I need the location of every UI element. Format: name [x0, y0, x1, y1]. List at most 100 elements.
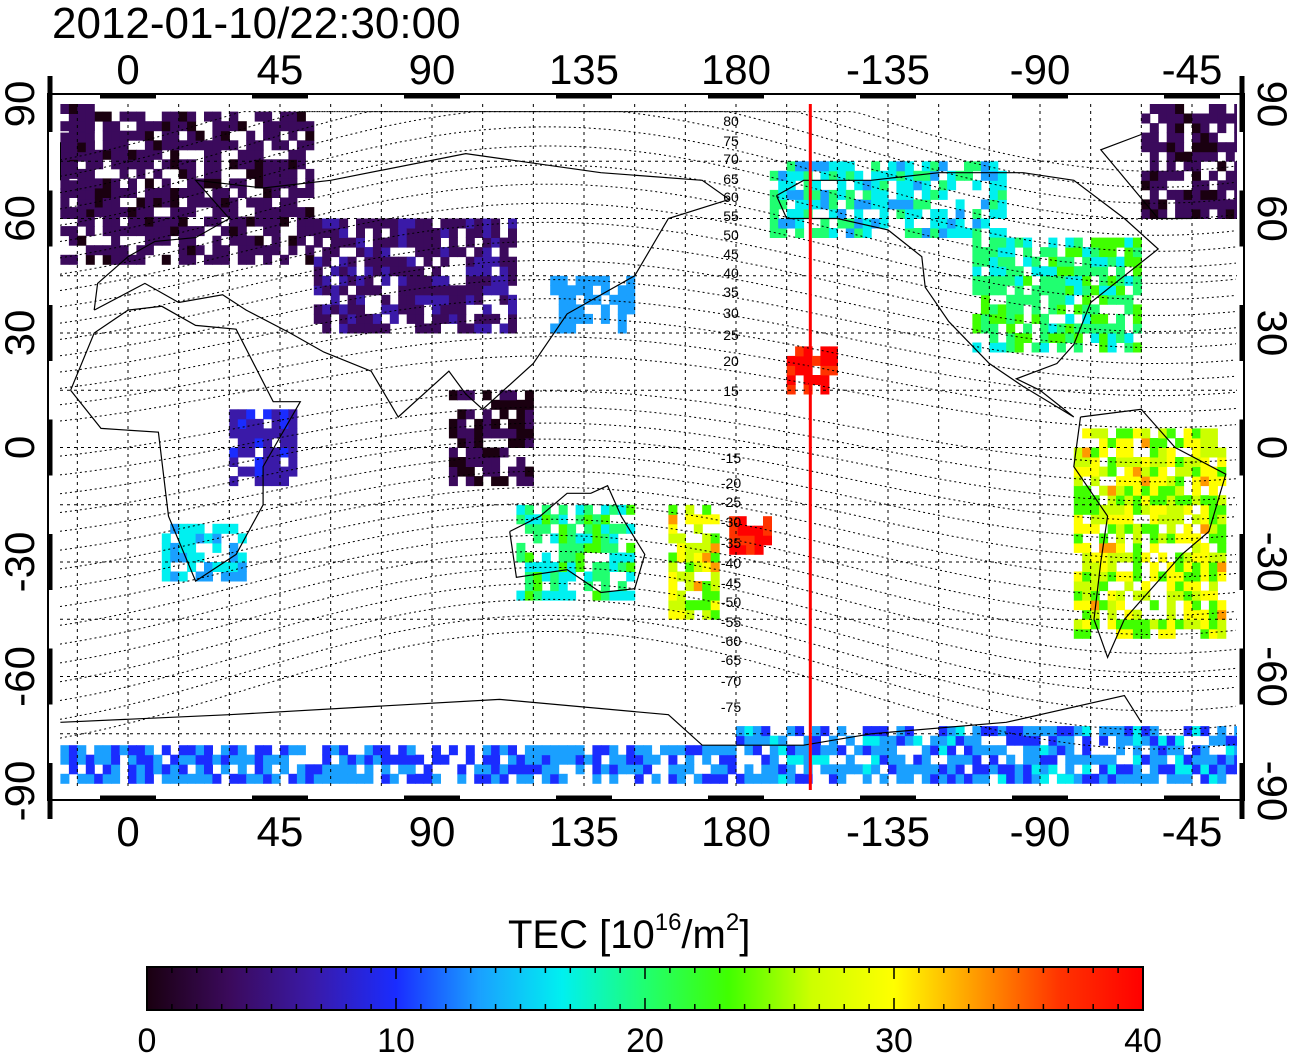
tec-cell	[330, 764, 340, 775]
tec-cell	[904, 180, 914, 191]
tec-cell	[997, 256, 1007, 267]
tec-cell	[102, 207, 112, 218]
tec-cell	[1014, 342, 1024, 353]
tec-cell	[271, 130, 281, 141]
tec-cell	[668, 562, 678, 572]
tec-cell	[254, 745, 264, 756]
tec-cell	[516, 476, 526, 487]
tec-cell	[1073, 447, 1083, 458]
tec-cell	[1132, 754, 1142, 765]
tec-cell	[102, 130, 112, 141]
tec-cell	[1006, 275, 1016, 286]
tec-cell	[1107, 256, 1117, 267]
tec-cell	[1048, 237, 1058, 248]
magnetic-latitude-label: 25	[723, 327, 739, 343]
tec-cell	[508, 745, 517, 756]
tec-cell	[1132, 247, 1142, 258]
tec-cell	[457, 247, 467, 258]
tec-cell	[729, 535, 739, 546]
tec-cell	[685, 542, 695, 553]
tec-cell	[212, 111, 222, 122]
tec-cell	[1149, 151, 1159, 162]
tec-cell	[161, 745, 171, 756]
tec-cell	[752, 735, 762, 746]
tec-cell	[161, 216, 171, 227]
tec-cell	[524, 504, 534, 515]
tec-cell	[1090, 466, 1100, 477]
tec-cell	[1141, 495, 1151, 506]
tec-cell	[1166, 170, 1176, 181]
tec-cell	[474, 266, 484, 277]
tec-cell	[254, 216, 264, 227]
tec-cell	[347, 275, 357, 286]
tec-cell	[128, 188, 137, 198]
tec-cell	[737, 535, 747, 546]
top-longitude-label: 45	[257, 46, 304, 93]
tec-cell	[1056, 726, 1066, 737]
tec-cell	[254, 438, 264, 448]
tec-cell	[1031, 266, 1041, 277]
tec-cell	[989, 726, 999, 737]
tec-cell	[1192, 438, 1201, 448]
tec-cell	[144, 197, 154, 208]
tec-cell	[1141, 726, 1151, 737]
tec-cell	[1065, 764, 1075, 775]
tec-cell	[187, 542, 197, 553]
tec-cell	[1141, 476, 1151, 487]
tec-cell	[178, 523, 188, 534]
tec-cell	[820, 726, 830, 737]
tec-cell	[372, 285, 382, 296]
tec-cell	[457, 313, 467, 324]
bottom-longitude-label: 90	[409, 808, 456, 855]
tec-cell	[178, 745, 188, 756]
tec-cell	[1192, 113, 1201, 124]
tec-cell	[237, 235, 247, 246]
tec-cell	[94, 245, 104, 256]
tec-cell	[415, 247, 425, 258]
tec-cell	[1217, 476, 1227, 487]
tec-cell	[626, 562, 636, 572]
tec-cell	[1166, 132, 1176, 143]
bottom-longitude-label: -45	[1162, 808, 1223, 855]
tec-cell	[803, 355, 813, 366]
tec-cell	[102, 745, 112, 756]
tec-cell	[339, 773, 349, 784]
tec-cell	[161, 159, 171, 170]
tec-cell	[550, 514, 560, 525]
tec-cell	[280, 254, 289, 265]
tec-cell	[1166, 628, 1176, 639]
tec-cell	[1234, 113, 1237, 124]
tec-cell	[508, 294, 517, 305]
tec-cell	[170, 140, 180, 151]
tec-cell	[693, 523, 703, 534]
tec-cell	[448, 247, 458, 258]
tec-cell	[1082, 256, 1092, 267]
tec-cell	[955, 773, 965, 784]
tec-cell	[617, 764, 627, 775]
tec-cell	[347, 256, 357, 267]
tec-cell	[871, 735, 881, 746]
tec-cell	[1073, 237, 1083, 248]
tec-cell	[187, 745, 197, 756]
tec-cell	[432, 313, 441, 324]
tec-cell	[94, 197, 104, 208]
tec-cell	[1149, 104, 1159, 114]
tec-cell	[77, 773, 87, 784]
tec-cell	[448, 745, 458, 756]
tec-cell	[389, 237, 399, 248]
tec-cell	[1260, 745, 1269, 755]
tec-cell	[237, 254, 247, 265]
tec-cell	[643, 745, 653, 756]
tec-cell	[980, 323, 990, 334]
tec-cell	[727, 764, 737, 775]
tec-cell	[153, 188, 163, 198]
tec-cell	[1082, 485, 1092, 496]
tec-cell	[541, 523, 551, 534]
tec-cell	[229, 523, 239, 534]
tec-cell	[136, 245, 146, 256]
tec-cell	[1073, 619, 1083, 630]
tec-cell	[1149, 600, 1159, 611]
tec-cell	[736, 773, 745, 784]
tec-cell	[1073, 266, 1083, 277]
tec-cell	[128, 254, 137, 265]
